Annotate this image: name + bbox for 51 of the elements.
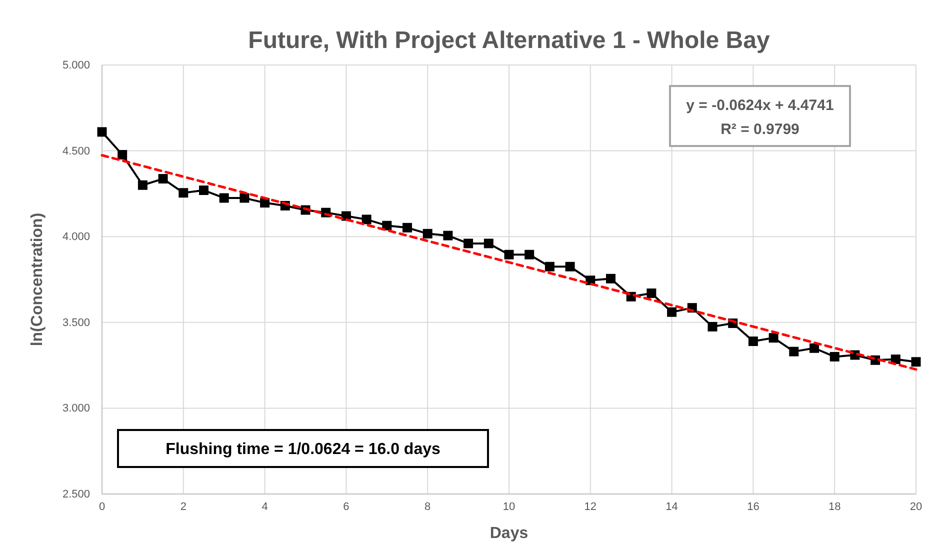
point [118,150,128,160]
point [158,174,168,184]
point [565,262,575,272]
x-tick-label: 18 [828,500,841,513]
point [524,250,534,260]
point [504,250,514,260]
annotation: y = -0.0624x + 4.4741 [686,97,834,114]
point [443,230,453,240]
point [199,186,208,196]
point [138,180,148,190]
point [667,307,677,317]
point [830,352,840,362]
point [402,222,412,232]
y-tick-label: 2.500 [62,488,90,501]
y-tick-label: 4.500 [62,145,90,158]
annotation: R² = 0.9799 [720,121,800,138]
point [810,343,819,353]
x-tick-label: 14 [666,500,678,513]
x-tick-label: 2 [180,500,186,513]
point [544,262,554,272]
x-tick-label: 0 [98,500,106,513]
point [708,322,718,332]
y-tick-label: 3.000 [62,402,90,415]
point [422,228,432,238]
x-tick-label: 8 [424,500,431,513]
point [464,238,474,248]
x-axis-title: Days [490,525,528,542]
x-tick-label: 16 [747,500,760,513]
x-tick-label: 4 [262,500,268,513]
point [484,238,494,248]
x-tick-label: 10 [502,500,516,513]
point [97,127,107,137]
x-tick-label: 6 [343,500,350,513]
point [646,288,656,298]
y-tick-label: 4.000 [62,231,90,244]
point [606,274,616,284]
chart-title: Future, With Project Alternative 1 - Whole Bay [248,27,770,54]
point [789,346,799,356]
y-tick-label: 3.500 [62,316,90,329]
point [219,193,229,203]
y-tick-label: 5.000 [62,60,90,72]
point [362,214,372,224]
point [911,357,921,367]
point [768,333,778,343]
x-tick-label: 20 [910,500,922,513]
point [748,336,758,346]
x-tick-label: 12 [584,500,597,513]
point [178,188,188,198]
point [240,193,250,203]
annotation: Flushing time = 1/0.0624 = 16.0 days [166,441,440,458]
y-axis-title: ln(Concentration) [29,212,46,346]
